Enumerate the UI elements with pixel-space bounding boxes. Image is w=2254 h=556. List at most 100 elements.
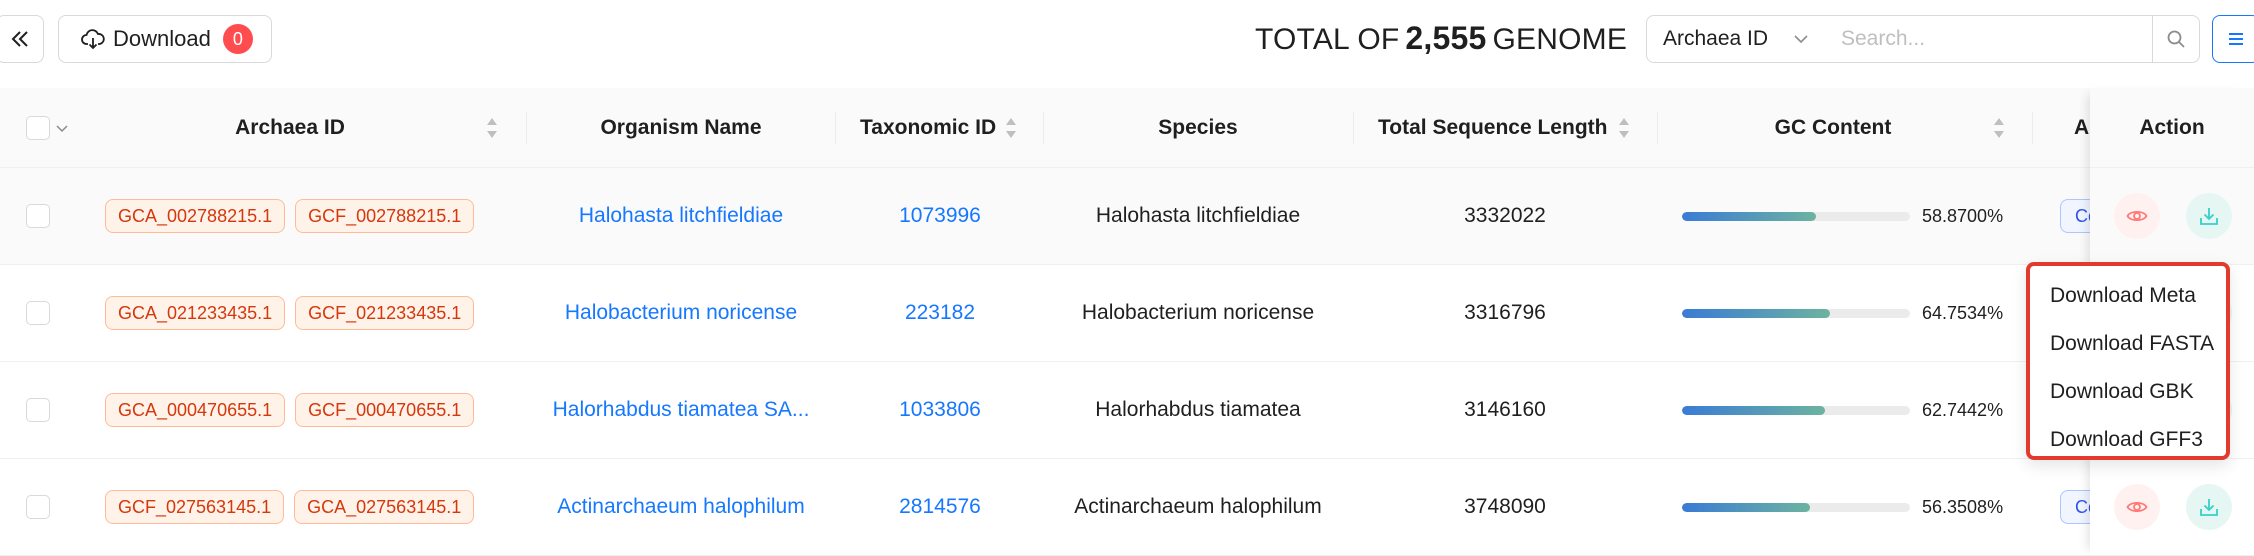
header-total-sequence-length-label: Total Sequence Length [1378,116,1608,139]
column-separator [1043,112,1044,144]
gc-content-percent: 58.8700% [1922,205,2004,226]
header-taxonomic-id[interactable]: Taxonomic ID [842,88,1008,168]
gc-content-bar [1682,308,1910,318]
assembly-id-tag[interactable]: GCF_002788215.1 [295,199,475,233]
gc-content-bar-fill [1682,211,1817,221]
gc-content-bar-fill [1682,502,1811,512]
organism-name-link[interactable]: Halohasta litchfieldiae [578,204,784,227]
sort-icon[interactable] [1618,117,1630,139]
header-total-sequence-length[interactable]: Total Sequence Length [1362,88,1622,168]
column-separator [1657,112,1658,144]
download-label: Download [113,26,211,51]
search-icon [2167,30,2185,48]
download-tray-icon [2200,208,2218,225]
total-genome-count: TOTAL OF 2,555 GENOME [1255,20,1627,57]
download-fasta-item[interactable]: Download FASTA [2050,332,2215,355]
table-row: GCF_027563145.1 GCA_027563145.1 Actinarcha… [0,459,2254,556]
eye-icon [2126,501,2148,513]
organism-name-cell: Halohasta litchfieldiae [527,168,835,264]
search-button[interactable] [2152,15,2200,63]
sort-icon[interactable] [1993,117,2005,139]
taxonomic-id-link[interactable]: 1073996 [899,204,981,227]
sequence-length-cell: 3748090 [1353,459,1657,555]
row-select-cell [26,362,50,458]
sort-icon[interactable] [486,117,498,139]
archaea-id-cell: GCA_000470655.1 GCF_000470655.1 [105,362,475,458]
column-separator [835,112,836,144]
download-action-button[interactable] [2186,193,2232,239]
header-organism-name-label: Organism Name [600,116,762,139]
taxonomic-id-link[interactable]: 2814576 [899,495,981,518]
action-row [2090,459,2254,556]
table-row: GCA_000470655.1 GCF_000470655.1 Halorhabdu… [0,362,2254,459]
assembly-id-tag[interactable]: GCF_000470655.1 [295,393,475,427]
assembly-id-tag[interactable]: GCA_027563145.1 [294,490,475,524]
download-gff3-item[interactable]: Download GFF3 [2050,428,2203,451]
menu-icon [2229,33,2243,45]
chevron-down-icon [1794,35,1808,44]
column-separator [1353,112,1354,144]
header-action-label: Action [2139,115,2205,139]
taxonomic-id-link[interactable]: 1033806 [899,398,981,421]
id-type-select-value: Archaea ID [1663,27,1769,50]
species-cell: Halorhabdus tiamatea [1043,362,1353,458]
row-select-cell [26,168,50,264]
gc-content-bar [1682,211,1910,221]
collapse-button[interactable] [0,15,44,63]
assembly-id-tag[interactable]: GCF_021233435.1 [295,296,475,330]
header-gc-content[interactable]: GC Content [1657,88,2009,168]
assembly-id-tag[interactable]: GCA_000470655.1 [105,393,286,427]
species-text: Halohasta litchfieldiae [1095,204,1301,227]
action-row [2090,168,2254,265]
taxonomic-id-cell: 2814576 [842,459,1038,555]
download-count-badge: 0 [222,24,253,54]
archaea-id-cell: GCA_021233435.1 GCF_021233435.1 [105,265,475,361]
assembly-id-tag[interactable]: GCF_027563145.1 [105,490,285,524]
gc-content-bar [1682,502,1910,512]
row-checkbox[interactable] [26,301,50,325]
assembly-id-tag[interactable]: GCA_002788215.1 [105,199,286,233]
species-text: Actinarchaeum halophilum [1074,495,1322,518]
download-action-button[interactable] [2186,484,2232,530]
column-menu-button[interactable] [2212,15,2254,63]
organism-name-link[interactable]: Halorhabdus tiamatea SA... [552,398,810,421]
total-count: 2,555 [1405,20,1487,56]
id-type-select[interactable]: Archaea ID [1646,15,1826,63]
download-button[interactable]: Download 0 [58,15,272,63]
gc-content-bar-fill [1682,405,1826,415]
header-gc-content-label: GC Content [1774,116,1892,139]
sequence-length-cell: 3146160 [1353,362,1657,458]
gc-content-bar [1682,405,1910,415]
row-select-cell [26,459,50,555]
view-button[interactable] [2114,484,2160,530]
cloud-download-icon [81,29,105,50]
select-all-checkbox[interactable] [26,116,50,140]
row-checkbox[interactable] [26,204,50,228]
table-header: Archaea ID Organism Name Taxonomic ID Sp… [0,88,2254,168]
download-dropdown-menu: Download Meta Download FASTA Download GB… [2026,262,2230,460]
total-suffix: GENOME [1492,23,1628,56]
gc-content-percent: 56.3508% [1922,496,2004,517]
column-separator [2032,112,2033,144]
organism-name-link[interactable]: Halobacterium noricense [564,301,798,324]
header-taxonomic-id-label: Taxonomic ID [860,116,997,139]
organism-name-cell: Halorhabdus tiamatea SA... [527,362,835,458]
search-input[interactable] [1825,15,2153,63]
gc-content-cell: 58.8700% [1682,168,2003,264]
chevron-down-icon[interactable] [54,120,70,136]
organism-name-link[interactable]: Actinarchaeum halophilum [557,495,805,518]
eye-icon [2126,210,2148,222]
row-checkbox[interactable] [26,495,50,519]
header-archaea-id[interactable]: Archaea ID [90,88,490,168]
species-cell: Actinarchaeum halophilum [1043,459,1353,555]
gc-content-percent: 64.7534% [1922,302,2004,323]
taxonomic-id-link[interactable]: 223182 [904,301,976,324]
sort-icon[interactable] [1005,117,1017,139]
organism-name-cell: Actinarchaeum halophilum [527,459,835,555]
download-gbk-item[interactable]: Download GBK [2050,380,2194,403]
gc-content-bar-fill [1682,308,1830,318]
view-button[interactable] [2114,193,2160,239]
download-meta-item[interactable]: Download Meta [2050,284,2196,307]
assembly-id-tag[interactable]: GCA_021233435.1 [105,296,286,330]
row-checkbox[interactable] [26,398,50,422]
